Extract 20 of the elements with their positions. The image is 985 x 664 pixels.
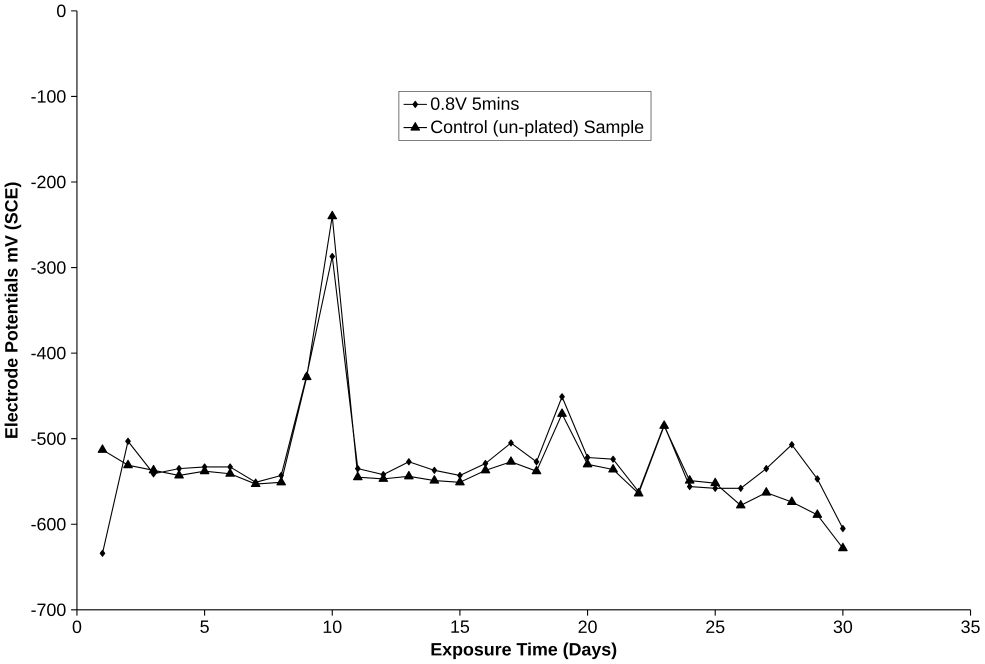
y-tick-label: -200: [31, 176, 66, 188]
x-tick-label: 5: [200, 620, 209, 634]
x-tick-label: 20: [578, 620, 597, 634]
legend-label: 0.8V 5mins: [430, 97, 519, 110]
y-axis-title: Electrode Potentials mV (SCE): [4, 182, 22, 438]
x-tick-label: 0: [72, 620, 82, 634]
x-tick-label: 15: [451, 620, 470, 634]
y-tick-label: -400: [31, 346, 66, 360]
y-tick-label: -300: [31, 261, 66, 274]
legend-label: Control (un-plated) Sample: [431, 120, 644, 137]
y-tick-label: -500: [31, 432, 66, 446]
x-tick-label: 10: [324, 620, 342, 634]
x-tick-label: 35: [961, 620, 980, 634]
x-tick-label: 25: [706, 620, 724, 634]
y-tick-label: 0: [57, 4, 66, 18]
y-tick-label: -100: [31, 90, 66, 103]
y-tick-label: -700: [31, 604, 66, 616]
x-axis-title: Exposure Time (Days): [432, 642, 616, 660]
y-tick-label: -600: [31, 518, 66, 531]
x-tick-label: 30: [834, 620, 852, 634]
